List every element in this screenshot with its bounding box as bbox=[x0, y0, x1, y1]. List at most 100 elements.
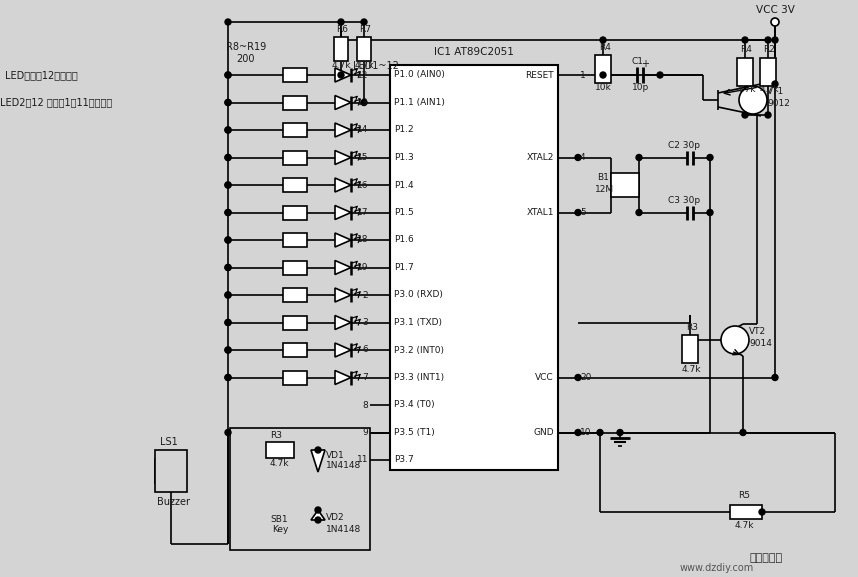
Text: LS1: LS1 bbox=[160, 437, 178, 447]
Text: P3.5 (T1): P3.5 (T1) bbox=[394, 428, 435, 437]
Bar bbox=[595, 55, 611, 83]
Circle shape bbox=[225, 99, 231, 106]
Circle shape bbox=[225, 237, 231, 243]
Bar bbox=[283, 123, 307, 137]
Text: P3.3 (INT1): P3.3 (INT1) bbox=[394, 373, 444, 382]
Polygon shape bbox=[335, 343, 351, 357]
Circle shape bbox=[361, 99, 367, 106]
Bar bbox=[334, 37, 348, 61]
Text: 4.7k: 4.7k bbox=[682, 365, 702, 373]
Text: C2 30p: C2 30p bbox=[668, 141, 700, 150]
Circle shape bbox=[225, 72, 231, 78]
Circle shape bbox=[597, 429, 603, 436]
Text: C3 30p: C3 30p bbox=[668, 196, 700, 205]
Circle shape bbox=[225, 155, 231, 160]
Text: R2: R2 bbox=[763, 46, 775, 54]
Text: 9014: 9014 bbox=[749, 339, 772, 347]
Bar bbox=[283, 151, 307, 164]
Polygon shape bbox=[335, 370, 351, 384]
Text: 1: 1 bbox=[580, 70, 586, 80]
Polygon shape bbox=[335, 123, 351, 137]
Polygon shape bbox=[335, 151, 351, 164]
Bar bbox=[283, 68, 307, 82]
Text: GND: GND bbox=[534, 428, 554, 437]
Text: 7: 7 bbox=[362, 373, 368, 382]
Circle shape bbox=[315, 517, 321, 523]
Text: 10k: 10k bbox=[595, 84, 612, 92]
Circle shape bbox=[338, 19, 344, 25]
Text: 15: 15 bbox=[357, 153, 368, 162]
Bar bbox=[155, 450, 187, 492]
Text: P1.6: P1.6 bbox=[394, 235, 414, 245]
Circle shape bbox=[225, 347, 231, 353]
Circle shape bbox=[225, 264, 231, 271]
Text: XTAL2: XTAL2 bbox=[527, 153, 554, 162]
Text: R5: R5 bbox=[738, 492, 750, 500]
Text: 4.7k: 4.7k bbox=[735, 520, 754, 530]
Text: R8~R19: R8~R19 bbox=[226, 42, 266, 52]
Circle shape bbox=[600, 37, 606, 43]
Text: P1.4: P1.4 bbox=[394, 181, 414, 189]
Bar bbox=[283, 370, 307, 384]
Text: 3: 3 bbox=[362, 318, 368, 327]
Text: IC1 AT89C2051: IC1 AT89C2051 bbox=[434, 47, 514, 57]
Circle shape bbox=[225, 320, 231, 325]
Text: R7: R7 bbox=[359, 25, 371, 35]
Circle shape bbox=[617, 429, 623, 436]
Bar bbox=[283, 260, 307, 275]
Circle shape bbox=[361, 19, 367, 25]
Bar bbox=[682, 335, 698, 363]
Bar bbox=[266, 442, 294, 458]
Circle shape bbox=[575, 155, 581, 160]
Circle shape bbox=[225, 237, 231, 243]
Text: 1N4148: 1N4148 bbox=[326, 462, 361, 470]
Text: R3: R3 bbox=[686, 323, 698, 332]
Text: P3.2 (INT0): P3.2 (INT0) bbox=[394, 346, 444, 354]
Circle shape bbox=[765, 112, 771, 118]
Polygon shape bbox=[335, 260, 351, 275]
Circle shape bbox=[772, 37, 778, 43]
Circle shape bbox=[225, 182, 231, 188]
Text: R4: R4 bbox=[740, 46, 752, 54]
Text: XTAL1: XTAL1 bbox=[527, 208, 554, 217]
Bar bbox=[390, 65, 558, 470]
Text: P1.3: P1.3 bbox=[394, 153, 414, 162]
Text: 4.7k: 4.7k bbox=[332, 62, 352, 70]
Circle shape bbox=[225, 264, 231, 271]
Circle shape bbox=[225, 72, 231, 78]
Circle shape bbox=[600, 72, 606, 78]
Text: C1: C1 bbox=[632, 58, 644, 66]
Text: 200: 200 bbox=[236, 54, 255, 64]
Circle shape bbox=[225, 155, 231, 160]
Text: 4.7k: 4.7k bbox=[760, 85, 780, 95]
Text: R3: R3 bbox=[270, 432, 282, 440]
Polygon shape bbox=[335, 205, 351, 219]
Polygon shape bbox=[335, 178, 351, 192]
Text: 11: 11 bbox=[357, 455, 368, 464]
Text: P3.0 (RXD): P3.0 (RXD) bbox=[394, 290, 443, 299]
Text: LED2～12 依次为1～11点钟位置: LED2～12 依次为1～11点钟位置 bbox=[0, 98, 112, 107]
Circle shape bbox=[338, 72, 344, 78]
Text: P1.7: P1.7 bbox=[394, 263, 414, 272]
Text: 9: 9 bbox=[362, 428, 368, 437]
Polygon shape bbox=[311, 450, 325, 472]
Text: 17: 17 bbox=[357, 208, 368, 217]
Circle shape bbox=[739, 86, 767, 114]
Circle shape bbox=[225, 182, 231, 188]
Text: VT1: VT1 bbox=[767, 88, 784, 96]
Bar bbox=[760, 58, 776, 86]
Circle shape bbox=[740, 429, 746, 436]
Text: 9012: 9012 bbox=[767, 99, 790, 107]
Text: P1.5: P1.5 bbox=[394, 208, 414, 217]
Circle shape bbox=[575, 209, 581, 215]
Text: P3.7: P3.7 bbox=[394, 455, 414, 464]
Text: P1.0 (AIN0): P1.0 (AIN0) bbox=[394, 70, 445, 80]
Text: R6: R6 bbox=[336, 25, 348, 35]
Text: P3.4 (T0): P3.4 (T0) bbox=[394, 400, 435, 410]
Text: 2: 2 bbox=[362, 290, 368, 299]
Text: 14: 14 bbox=[357, 126, 368, 134]
Text: 8: 8 bbox=[362, 400, 368, 410]
Bar bbox=[737, 58, 753, 86]
Circle shape bbox=[759, 509, 765, 515]
Text: 19: 19 bbox=[357, 263, 368, 272]
